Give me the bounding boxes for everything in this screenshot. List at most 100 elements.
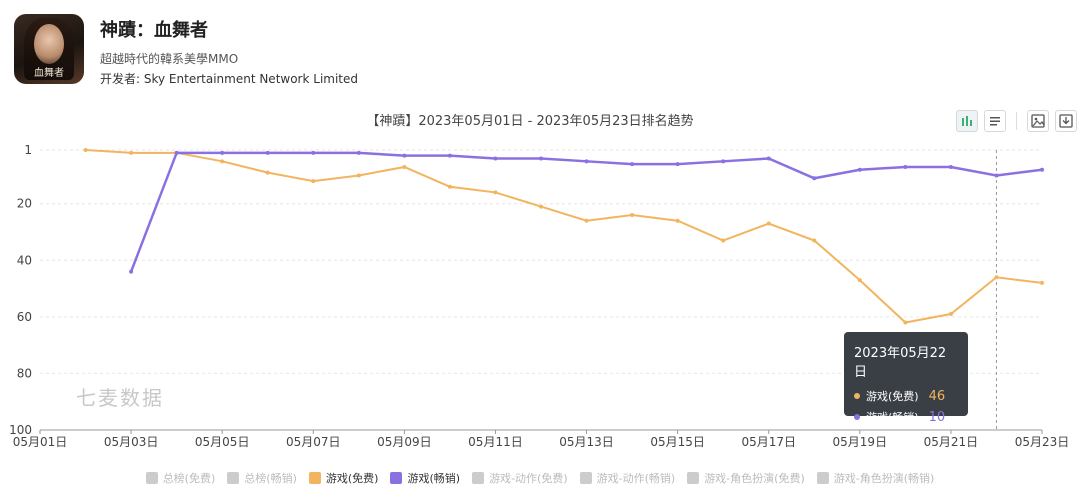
- x-tick-label: 05月05日: [195, 435, 250, 449]
- legend-swatch: [816, 472, 829, 484]
- legend-label: 游戏-角色扮演(畅销): [833, 472, 935, 485]
- data-point: [493, 190, 498, 195]
- legend-item[interactable]: 游戏-角色扮演(免费): [687, 470, 805, 486]
- chart-toolbar: [956, 108, 1077, 134]
- legend-swatch: [687, 472, 700, 484]
- data-point: [402, 153, 407, 158]
- legend-label: 总榜(免费): [162, 472, 216, 485]
- watermark: 七麦数据: [76, 386, 164, 410]
- developer-name: Sky Entertainment Network Limited: [143, 72, 358, 86]
- developer-label: 开发者:: [100, 72, 141, 86]
- data-point: [766, 156, 771, 161]
- legend-swatch: [308, 472, 321, 484]
- data-point: [812, 176, 817, 181]
- legend-swatch: [145, 472, 158, 484]
- chart-title: 【神蹟】2023年05月01日 - 2023年05月23日排名趋势: [366, 114, 694, 129]
- y-tick-label: 100: [9, 423, 32, 437]
- tooltip-series-name: 游戏(畅销): [866, 411, 919, 424]
- x-tick-label: 05月17日: [741, 435, 796, 449]
- x-tick-label: 05月13日: [559, 435, 614, 449]
- data-point: [766, 221, 771, 226]
- data-point: [356, 150, 361, 155]
- x-tick-label: 05月23日: [1015, 435, 1070, 449]
- series-line: [85, 149, 1043, 324]
- data-point: [493, 156, 498, 161]
- legend-item[interactable]: 游戏(免费): [308, 470, 379, 486]
- x-tick-label: 05月21日: [924, 435, 979, 449]
- data-point: [584, 159, 589, 164]
- legend-label: 游戏-角色扮演(免费): [704, 472, 805, 485]
- data-point: [857, 167, 862, 172]
- data-point: [948, 164, 953, 169]
- legend-swatch: [579, 472, 592, 484]
- app-subtitle: 超越時代的韓系美學MMO: [100, 52, 239, 66]
- tooltip-dot-free: [854, 393, 860, 399]
- data-point: [220, 159, 225, 164]
- data-point: [539, 204, 543, 209]
- bar-chart-icon[interactable]: [956, 110, 978, 132]
- data-point: [721, 238, 726, 243]
- data-point: [402, 164, 407, 169]
- tooltip-value: 46: [928, 388, 946, 404]
- tooltip: 2023年05月22日 游戏(免费) 46 游戏(畅销) 10: [844, 332, 968, 425]
- y-tick-label: 60: [17, 310, 32, 324]
- x-tick-label: 05月01日: [13, 435, 68, 449]
- data-point: [857, 278, 862, 283]
- chart-legend: 总榜(免费) 总榜(畅销) 游戏(免费) 游戏(畅销) 游戏-动作(免费) 游戏…: [0, 470, 1080, 486]
- legend-swatch: [472, 472, 485, 484]
- legend-label: 游戏-动作(免费): [489, 472, 568, 485]
- data-point: [994, 173, 999, 178]
- app-icon: 血舞者: [14, 14, 84, 84]
- x-tick-label: 05月19日: [833, 435, 888, 449]
- image-download-icon[interactable]: [1027, 110, 1049, 132]
- legend-label: 游戏(免费): [325, 472, 379, 485]
- data-point: [311, 179, 316, 184]
- tooltip-row: 游戏(免费) 46: [854, 388, 958, 404]
- legend-item[interactable]: 游戏(畅销): [390, 470, 460, 486]
- y-tick-label: 1: [24, 143, 32, 157]
- tooltip-row: 游戏(畅销) 10: [854, 409, 958, 425]
- legend-item[interactable]: 游戏-角色扮演(畅销): [816, 470, 935, 486]
- legend-label: 总榜(畅销): [244, 472, 297, 485]
- tooltip-dot-paid: [854, 414, 860, 420]
- data-point: [1040, 280, 1044, 285]
- data-point: [356, 173, 361, 178]
- download-icon[interactable]: [1055, 110, 1077, 132]
- data-point: [812, 238, 817, 243]
- legend-item[interactable]: 总榜(畅销): [227, 470, 297, 486]
- data-point: [174, 150, 179, 155]
- tooltip-value: 10: [928, 409, 946, 425]
- app-title: 神蹟：血舞者: [100, 20, 208, 41]
- tooltip-date: 2023年05月22日: [854, 346, 947, 380]
- data-point: [311, 150, 316, 155]
- y-tick-label: 20: [17, 197, 32, 211]
- app-icon-text: 血舞者: [34, 68, 64, 79]
- x-tick-label: 05月07日: [286, 435, 341, 449]
- legend-item[interactable]: 总榜(免费): [145, 470, 216, 486]
- toolbar-divider: [1016, 112, 1017, 130]
- legend-item[interactable]: 游戏-动作(畅销): [579, 470, 676, 486]
- legend-item[interactable]: 游戏-动作(免费): [472, 470, 568, 486]
- data-point: [721, 159, 726, 164]
- data-point: [83, 148, 88, 152]
- data-point: [1040, 167, 1044, 172]
- data-point: [539, 156, 543, 161]
- data-point: [129, 269, 134, 274]
- x-tick-label: 05月15日: [650, 435, 705, 449]
- data-point: [630, 213, 635, 218]
- data-point: [447, 153, 452, 158]
- data-point: [265, 150, 270, 155]
- data-point: [129, 150, 134, 155]
- y-tick-label: 40: [17, 253, 32, 267]
- legend-label: 游戏-动作(畅销): [596, 472, 676, 485]
- list-icon[interactable]: [984, 110, 1006, 132]
- data-point: [994, 275, 999, 280]
- tooltip-series-name: 游戏(免费): [866, 390, 919, 403]
- y-tick-label: 80: [17, 366, 32, 380]
- app-developer: 开发者: Sky Entertainment Network Limited: [100, 70, 358, 87]
- data-point: [903, 164, 908, 169]
- data-point: [265, 170, 270, 175]
- x-tick-label: 05月09日: [377, 435, 432, 449]
- data-point: [220, 150, 225, 155]
